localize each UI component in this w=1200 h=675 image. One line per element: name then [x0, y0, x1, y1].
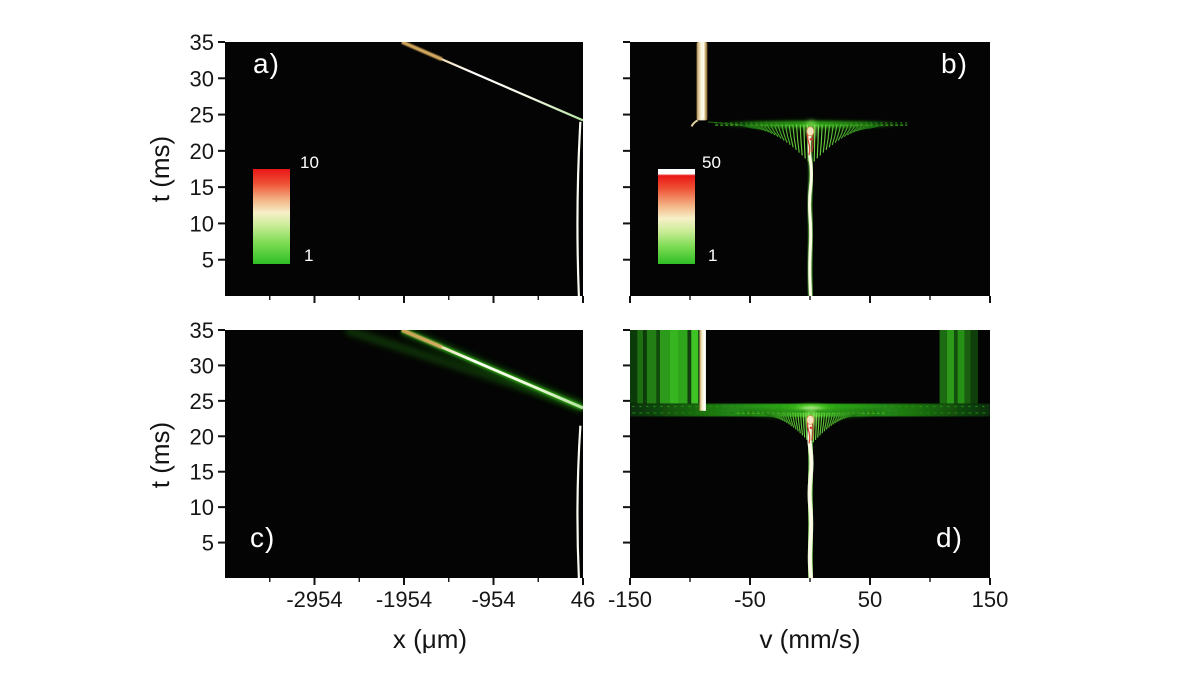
- svg-text:5: 5: [202, 248, 214, 273]
- panel-label-a: a): [253, 48, 280, 79]
- svg-text:20: 20: [190, 139, 214, 164]
- panel-label-c: c): [250, 522, 276, 553]
- svg-text:-954: -954: [471, 587, 515, 612]
- panel-d: -150 -50 50 150: [608, 329, 1009, 612]
- svg-text:15: 15: [190, 175, 214, 200]
- panel-b-graphics: [690, 42, 908, 296]
- svg-text:15: 15: [190, 460, 214, 485]
- panel-c-graphics: [344, 330, 583, 578]
- panel-label-b: b): [941, 48, 968, 79]
- svg-text:30: 30: [190, 66, 214, 91]
- svg-text:30: 30: [190, 353, 214, 378]
- svg-text:46: 46: [571, 587, 595, 612]
- svg-text:25: 25: [190, 389, 214, 414]
- svg-text:35: 35: [190, 30, 214, 55]
- panel-label-d: d): [936, 522, 963, 553]
- y-axis-title-bottom: t (ms): [145, 421, 175, 489]
- colorbar-b-min-label: 1: [708, 246, 718, 265]
- svg-text:25: 25: [190, 103, 214, 128]
- svg-text:-2954: -2954: [286, 587, 342, 612]
- svg-text:150: 150: [972, 587, 1009, 612]
- svg-text:-1954: -1954: [376, 587, 432, 612]
- colorbar-a-max-label: 10: [300, 153, 319, 172]
- y-axis-title-top: t (ms): [145, 135, 175, 203]
- panel-c: 5 10 15 20 25 30 35 -2954 -1954 -954 46: [190, 318, 596, 612]
- panel-a-graphics: [401, 42, 583, 296]
- svg-text:10: 10: [190, 211, 214, 236]
- panel-b: [623, 41, 991, 303]
- svg-text:35: 35: [190, 318, 214, 343]
- svg-text:50: 50: [858, 587, 882, 612]
- svg-text:-150: -150: [608, 587, 652, 612]
- svg-text:5: 5: [202, 531, 214, 556]
- x-axis-title-left: x (μm): [392, 624, 468, 654]
- panel-d-graphics: [630, 330, 990, 578]
- colorbar-b-max-label: 50: [702, 153, 721, 172]
- svg-text:20: 20: [190, 424, 214, 449]
- x-axis-title-right: v (mm/s): [759, 624, 861, 654]
- svg-text:-50: -50: [734, 587, 766, 612]
- svg-text:10: 10: [190, 495, 214, 520]
- panel-a: 5 10 15 20 25 30 35: [190, 30, 584, 303]
- colorbar-a-min-label: 1: [304, 246, 314, 265]
